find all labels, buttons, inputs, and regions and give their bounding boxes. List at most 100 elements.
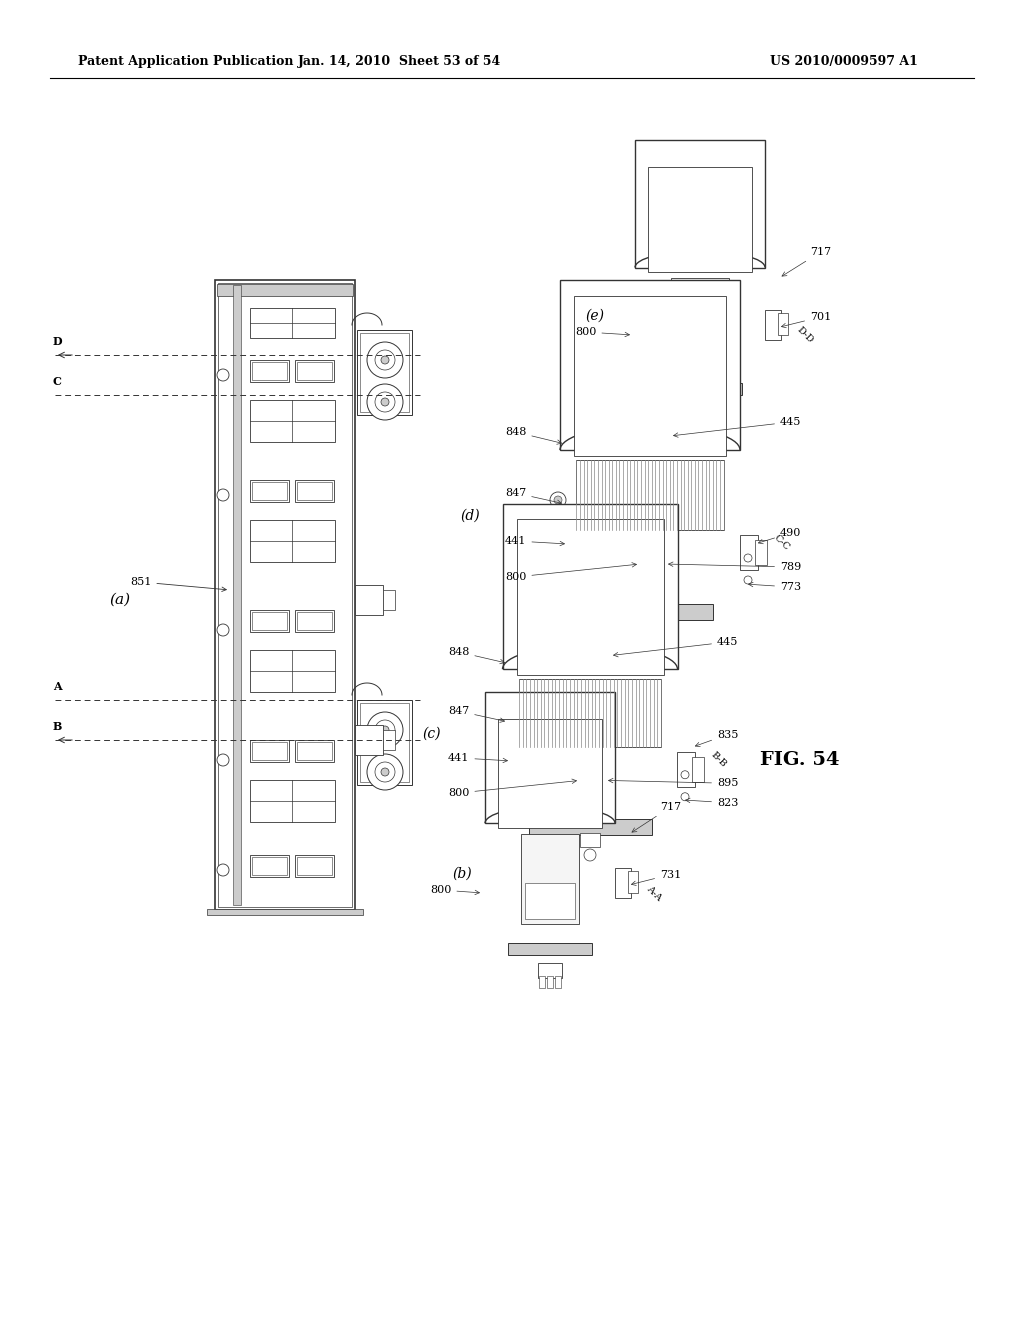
- Circle shape: [367, 754, 403, 789]
- Bar: [233, 285, 241, 906]
- Bar: [250, 855, 289, 876]
- Bar: [252, 857, 287, 875]
- Bar: [250, 308, 335, 338]
- Text: A: A: [52, 681, 61, 692]
- Bar: [357, 330, 412, 414]
- Text: B-B: B-B: [709, 750, 728, 768]
- Text: (c): (c): [423, 726, 441, 741]
- Bar: [755, 540, 767, 565]
- Text: 445: 445: [613, 638, 738, 657]
- Circle shape: [367, 711, 403, 748]
- Bar: [357, 700, 412, 785]
- Circle shape: [217, 370, 229, 381]
- Circle shape: [550, 492, 566, 508]
- Text: D: D: [52, 337, 61, 347]
- Bar: [250, 360, 289, 381]
- Bar: [383, 590, 395, 610]
- Bar: [250, 610, 289, 632]
- Bar: [539, 975, 545, 987]
- Text: 847: 847: [449, 706, 505, 722]
- Bar: [560, 280, 740, 450]
- Circle shape: [375, 719, 395, 741]
- Text: 895: 895: [608, 779, 738, 788]
- Bar: [360, 333, 409, 412]
- Circle shape: [744, 554, 752, 562]
- Circle shape: [497, 714, 505, 722]
- Text: B: B: [52, 721, 61, 733]
- Bar: [538, 962, 562, 978]
- Text: 848: 848: [505, 426, 561, 445]
- Bar: [297, 362, 332, 380]
- Text: 800: 800: [430, 884, 479, 895]
- Text: 490: 490: [759, 528, 802, 544]
- Bar: [252, 612, 287, 630]
- Text: 848: 848: [449, 647, 505, 664]
- Bar: [218, 282, 352, 907]
- Circle shape: [217, 624, 229, 636]
- Bar: [217, 284, 353, 296]
- Bar: [635, 140, 765, 268]
- Bar: [677, 752, 695, 787]
- Circle shape: [367, 342, 403, 378]
- Bar: [573, 751, 606, 812]
- Bar: [692, 756, 705, 781]
- Circle shape: [381, 768, 389, 776]
- Text: (e): (e): [586, 309, 604, 323]
- Bar: [250, 741, 289, 762]
- Bar: [633, 535, 667, 597]
- Text: (b): (b): [453, 866, 472, 880]
- Bar: [529, 820, 651, 836]
- Circle shape: [493, 710, 509, 726]
- Bar: [295, 360, 334, 381]
- Circle shape: [375, 392, 395, 412]
- Bar: [517, 519, 664, 675]
- Text: A-A: A-A: [645, 884, 664, 903]
- Bar: [250, 649, 335, 692]
- Circle shape: [681, 793, 689, 801]
- Bar: [689, 416, 695, 428]
- Text: 800: 800: [575, 327, 630, 337]
- Bar: [615, 867, 631, 898]
- Circle shape: [217, 865, 229, 876]
- Text: C: C: [52, 376, 61, 387]
- Text: Jan. 14, 2010  Sheet 53 of 54: Jan. 14, 2010 Sheet 53 of 54: [298, 55, 502, 69]
- Bar: [252, 742, 287, 760]
- Circle shape: [367, 384, 403, 420]
- Circle shape: [644, 634, 656, 645]
- Bar: [295, 855, 334, 876]
- Bar: [705, 416, 711, 428]
- Text: 823: 823: [685, 797, 738, 808]
- Circle shape: [584, 849, 596, 861]
- Bar: [688, 403, 712, 417]
- Bar: [740, 535, 758, 570]
- Bar: [250, 520, 335, 562]
- Text: 851: 851: [130, 577, 226, 591]
- Bar: [577, 459, 724, 531]
- Bar: [628, 870, 638, 892]
- Bar: [508, 942, 592, 954]
- Bar: [297, 857, 332, 875]
- Bar: [383, 730, 395, 750]
- Text: 441: 441: [449, 752, 508, 763]
- Bar: [580, 833, 600, 847]
- Circle shape: [744, 576, 752, 583]
- Bar: [519, 678, 662, 747]
- Bar: [215, 280, 355, 909]
- Text: D-D: D-D: [795, 325, 815, 345]
- Text: 835: 835: [695, 730, 738, 747]
- Text: 789: 789: [669, 562, 801, 572]
- Circle shape: [681, 771, 689, 779]
- Bar: [547, 975, 553, 987]
- Bar: [498, 719, 602, 828]
- Bar: [657, 383, 742, 395]
- Text: 717: 717: [782, 247, 831, 276]
- Bar: [697, 416, 703, 428]
- Bar: [250, 400, 335, 442]
- Bar: [297, 742, 332, 760]
- Circle shape: [217, 754, 229, 766]
- Text: FIG. 54: FIG. 54: [760, 751, 840, 770]
- Bar: [675, 325, 725, 360]
- Bar: [671, 279, 729, 366]
- Bar: [570, 747, 609, 816]
- Circle shape: [217, 488, 229, 502]
